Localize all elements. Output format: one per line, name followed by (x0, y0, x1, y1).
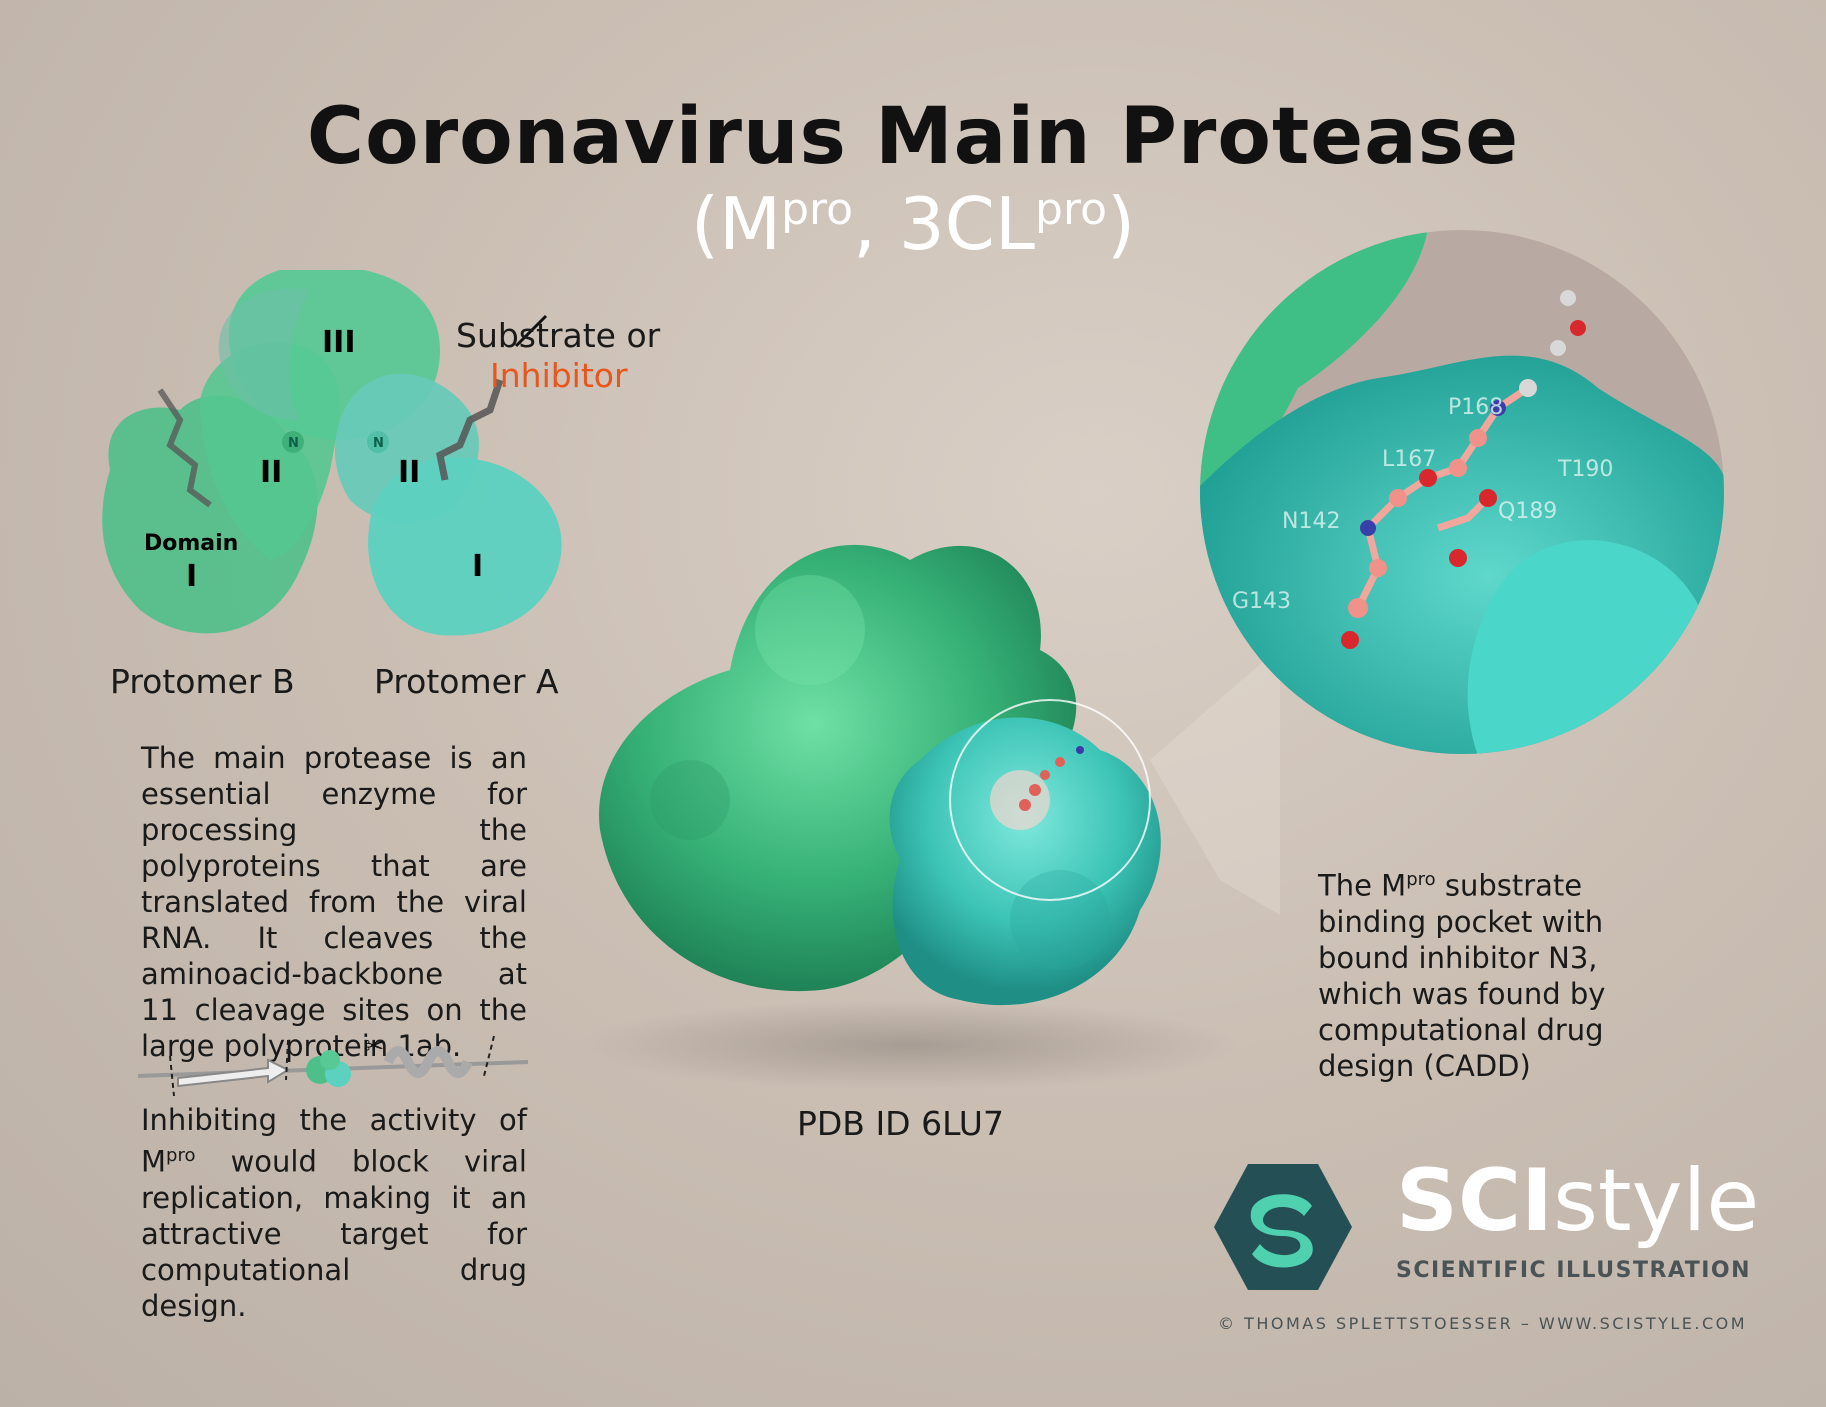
inhibitor-n3-small (1019, 746, 1084, 811)
domain-ii-a-label: II (398, 455, 420, 490)
residue-p168: P168 (1448, 395, 1503, 420)
svg-text:N: N (288, 436, 299, 451)
n-badge-a (367, 431, 389, 453)
beta-strand-arrow (177, 1058, 291, 1088)
binding-pocket-zoom: P168 L167 T190 Q189 N142 G143 (1200, 230, 1724, 754)
substrate-a-molecule (436, 378, 504, 481)
inhibition-paragraph: Inhibiting the activity of Mpro would bl… (141, 1103, 527, 1323)
pocket-description: The Mpro substrate binding pocket with b… (1318, 868, 1606, 1083)
protomer-a-label: Protomer A (374, 662, 559, 701)
protomer-b-label: Protomer B (110, 662, 295, 701)
protomer-a-surface (889, 717, 1161, 1006)
polyprotein-cleavage-illustration: ✂ (138, 1032, 529, 1097)
dimer-schematic: N N III II II Domain I I (102, 270, 562, 636)
scissors-icon: ✂ (364, 1032, 384, 1060)
brand-tagline: SCIENTIFIC ILLUSTRATION (1396, 1258, 1752, 1283)
scistyle-logo-icon (1214, 1164, 1352, 1290)
substrate-label: Substrate or Inhibitor (456, 316, 661, 395)
inhibitor-pointer-line (514, 314, 548, 348)
n-badge-b (282, 431, 304, 453)
protomer-a-domain-i-shape (368, 457, 562, 636)
substrate-b-molecule (157, 388, 212, 508)
pdb-id-label: PDB ID 6LU7 (797, 1104, 1004, 1143)
residue-n142: N142 (1282, 509, 1340, 534)
domain-iii-label: III (322, 325, 356, 360)
residue-l167: L167 (1382, 447, 1436, 472)
domain-word-label: Domain (144, 531, 238, 556)
domain-i-a-label: I (472, 549, 483, 584)
inhibitor-n3-atoms (1341, 290, 1586, 649)
brand-name: SCIstyle (1396, 1151, 1760, 1251)
domain-i-b-label: I (186, 559, 197, 594)
description-paragraph: The main protease is an essential enzyme… (141, 741, 527, 1063)
alpha-helix-shape (383, 1046, 473, 1078)
page-subtitle: (Mpro, 3CLpro) (690, 182, 1136, 266)
svg-text:N: N (373, 436, 384, 451)
residue-t190: T190 (1557, 457, 1613, 482)
zoom-highlight-circle (949, 699, 1151, 901)
inhibitor-label: Inhibitor (490, 356, 628, 395)
protease-3d-surface (580, 544, 1280, 1090)
domain-ii-b-label: II (260, 455, 282, 490)
residue-labels: P168 L167 T190 Q189 N142 G143 (1232, 395, 1613, 614)
residue-g143: G143 (1232, 589, 1291, 614)
copyright-notice: © THOMAS SPLETTSTOESSER – WWW.SCISTYLE.C… (1218, 1314, 1748, 1333)
page-title: Coronavirus Main Protease (306, 92, 1520, 182)
residue-q189: Q189 (1498, 499, 1557, 524)
